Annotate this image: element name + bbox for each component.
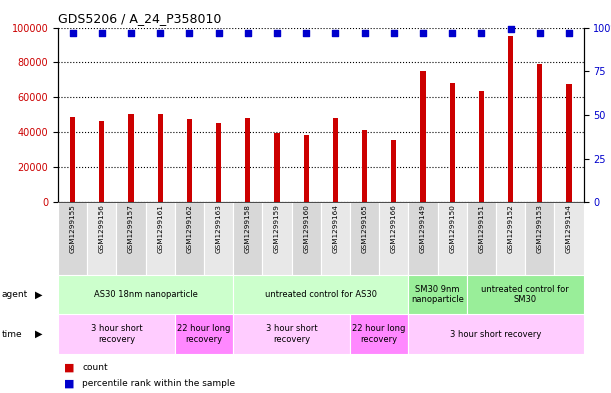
Text: GSM1299156: GSM1299156: [99, 205, 105, 253]
Point: [447, 29, 457, 36]
Point: [477, 29, 486, 36]
Text: 3 hour short
recovery: 3 hour short recovery: [90, 324, 142, 344]
Bar: [58, 275, 233, 314]
Text: GSM1299161: GSM1299161: [157, 205, 163, 253]
Bar: [233, 275, 408, 314]
Bar: [525, 202, 554, 275]
Bar: [274, 133, 280, 202]
Bar: [175, 202, 204, 275]
Point: [389, 29, 398, 36]
Text: GSM1299158: GSM1299158: [245, 205, 251, 253]
Bar: [437, 202, 467, 275]
Point: [243, 29, 253, 36]
Bar: [467, 202, 496, 275]
Bar: [70, 117, 75, 202]
Text: GDS5206 / A_24_P358010: GDS5206 / A_24_P358010: [58, 12, 221, 25]
Bar: [304, 135, 309, 202]
Text: GSM1299151: GSM1299151: [478, 205, 485, 253]
Bar: [216, 123, 221, 202]
Text: ■: ■: [64, 378, 75, 388]
Text: AS30 18nm nanoparticle: AS30 18nm nanoparticle: [93, 290, 197, 299]
Bar: [408, 202, 437, 275]
Text: GSM1299165: GSM1299165: [362, 205, 368, 253]
Text: GSM1299154: GSM1299154: [566, 205, 572, 253]
Bar: [554, 202, 584, 275]
Point: [331, 29, 340, 36]
Text: time: time: [1, 330, 22, 338]
Text: GSM1299159: GSM1299159: [274, 205, 280, 253]
Bar: [350, 314, 408, 354]
Bar: [58, 314, 175, 354]
Point: [272, 29, 282, 36]
Bar: [145, 202, 175, 275]
Text: GSM1299149: GSM1299149: [420, 205, 426, 253]
Text: untreated control for AS30: untreated control for AS30: [265, 290, 377, 299]
Text: 3 hour short recovery: 3 hour short recovery: [450, 330, 541, 338]
Point: [214, 29, 224, 36]
Text: 22 hour long
recovery: 22 hour long recovery: [177, 324, 231, 344]
Bar: [350, 202, 379, 275]
Text: GSM1299163: GSM1299163: [216, 205, 222, 253]
Bar: [117, 202, 145, 275]
Text: GSM1299166: GSM1299166: [391, 205, 397, 253]
Text: GSM1299164: GSM1299164: [332, 205, 338, 253]
Text: percentile rank within the sample: percentile rank within the sample: [82, 379, 236, 387]
Text: GSM1299157: GSM1299157: [128, 205, 134, 253]
Text: 22 hour long
recovery: 22 hour long recovery: [353, 324, 406, 344]
Point: [418, 29, 428, 36]
Point: [97, 29, 107, 36]
Bar: [58, 202, 87, 275]
Bar: [87, 202, 117, 275]
Point: [564, 29, 574, 36]
Bar: [187, 119, 192, 202]
Bar: [496, 202, 525, 275]
Bar: [128, 114, 134, 202]
Bar: [158, 114, 163, 202]
Point: [535, 29, 544, 36]
Point: [185, 29, 194, 36]
Bar: [204, 202, 233, 275]
Bar: [99, 121, 104, 202]
Bar: [333, 118, 338, 202]
Bar: [508, 36, 513, 202]
Bar: [408, 275, 467, 314]
Point: [155, 29, 165, 36]
Text: count: count: [82, 363, 108, 372]
Bar: [408, 314, 584, 354]
Bar: [233, 202, 262, 275]
Bar: [391, 140, 397, 202]
Point: [126, 29, 136, 36]
Point: [301, 29, 311, 36]
Text: ▶: ▶: [35, 290, 43, 300]
Bar: [233, 314, 350, 354]
Text: ■: ■: [64, 362, 75, 373]
Text: GSM1299152: GSM1299152: [508, 205, 513, 253]
Bar: [291, 202, 321, 275]
Text: GSM1299160: GSM1299160: [303, 205, 309, 253]
Bar: [478, 91, 484, 202]
Text: GSM1299162: GSM1299162: [186, 205, 192, 253]
Bar: [321, 202, 350, 275]
Bar: [245, 118, 251, 202]
Bar: [537, 64, 543, 202]
Bar: [450, 83, 455, 202]
Text: agent: agent: [1, 290, 27, 299]
Bar: [467, 275, 584, 314]
Text: GSM1299153: GSM1299153: [536, 205, 543, 253]
Bar: [420, 71, 426, 202]
Bar: [566, 84, 571, 202]
Point: [506, 26, 516, 32]
Text: GSM1299150: GSM1299150: [449, 205, 455, 253]
Point: [68, 29, 78, 36]
Bar: [362, 130, 367, 202]
Bar: [262, 202, 291, 275]
Point: [360, 29, 370, 36]
Text: untreated control for
SM30: untreated control for SM30: [481, 285, 569, 305]
Bar: [379, 202, 408, 275]
Text: GSM1299155: GSM1299155: [70, 205, 76, 253]
Text: ▶: ▶: [35, 329, 43, 339]
Text: 3 hour short
recovery: 3 hour short recovery: [266, 324, 317, 344]
Text: SM30 9nm
nanoparticle: SM30 9nm nanoparticle: [411, 285, 464, 305]
Bar: [175, 314, 233, 354]
